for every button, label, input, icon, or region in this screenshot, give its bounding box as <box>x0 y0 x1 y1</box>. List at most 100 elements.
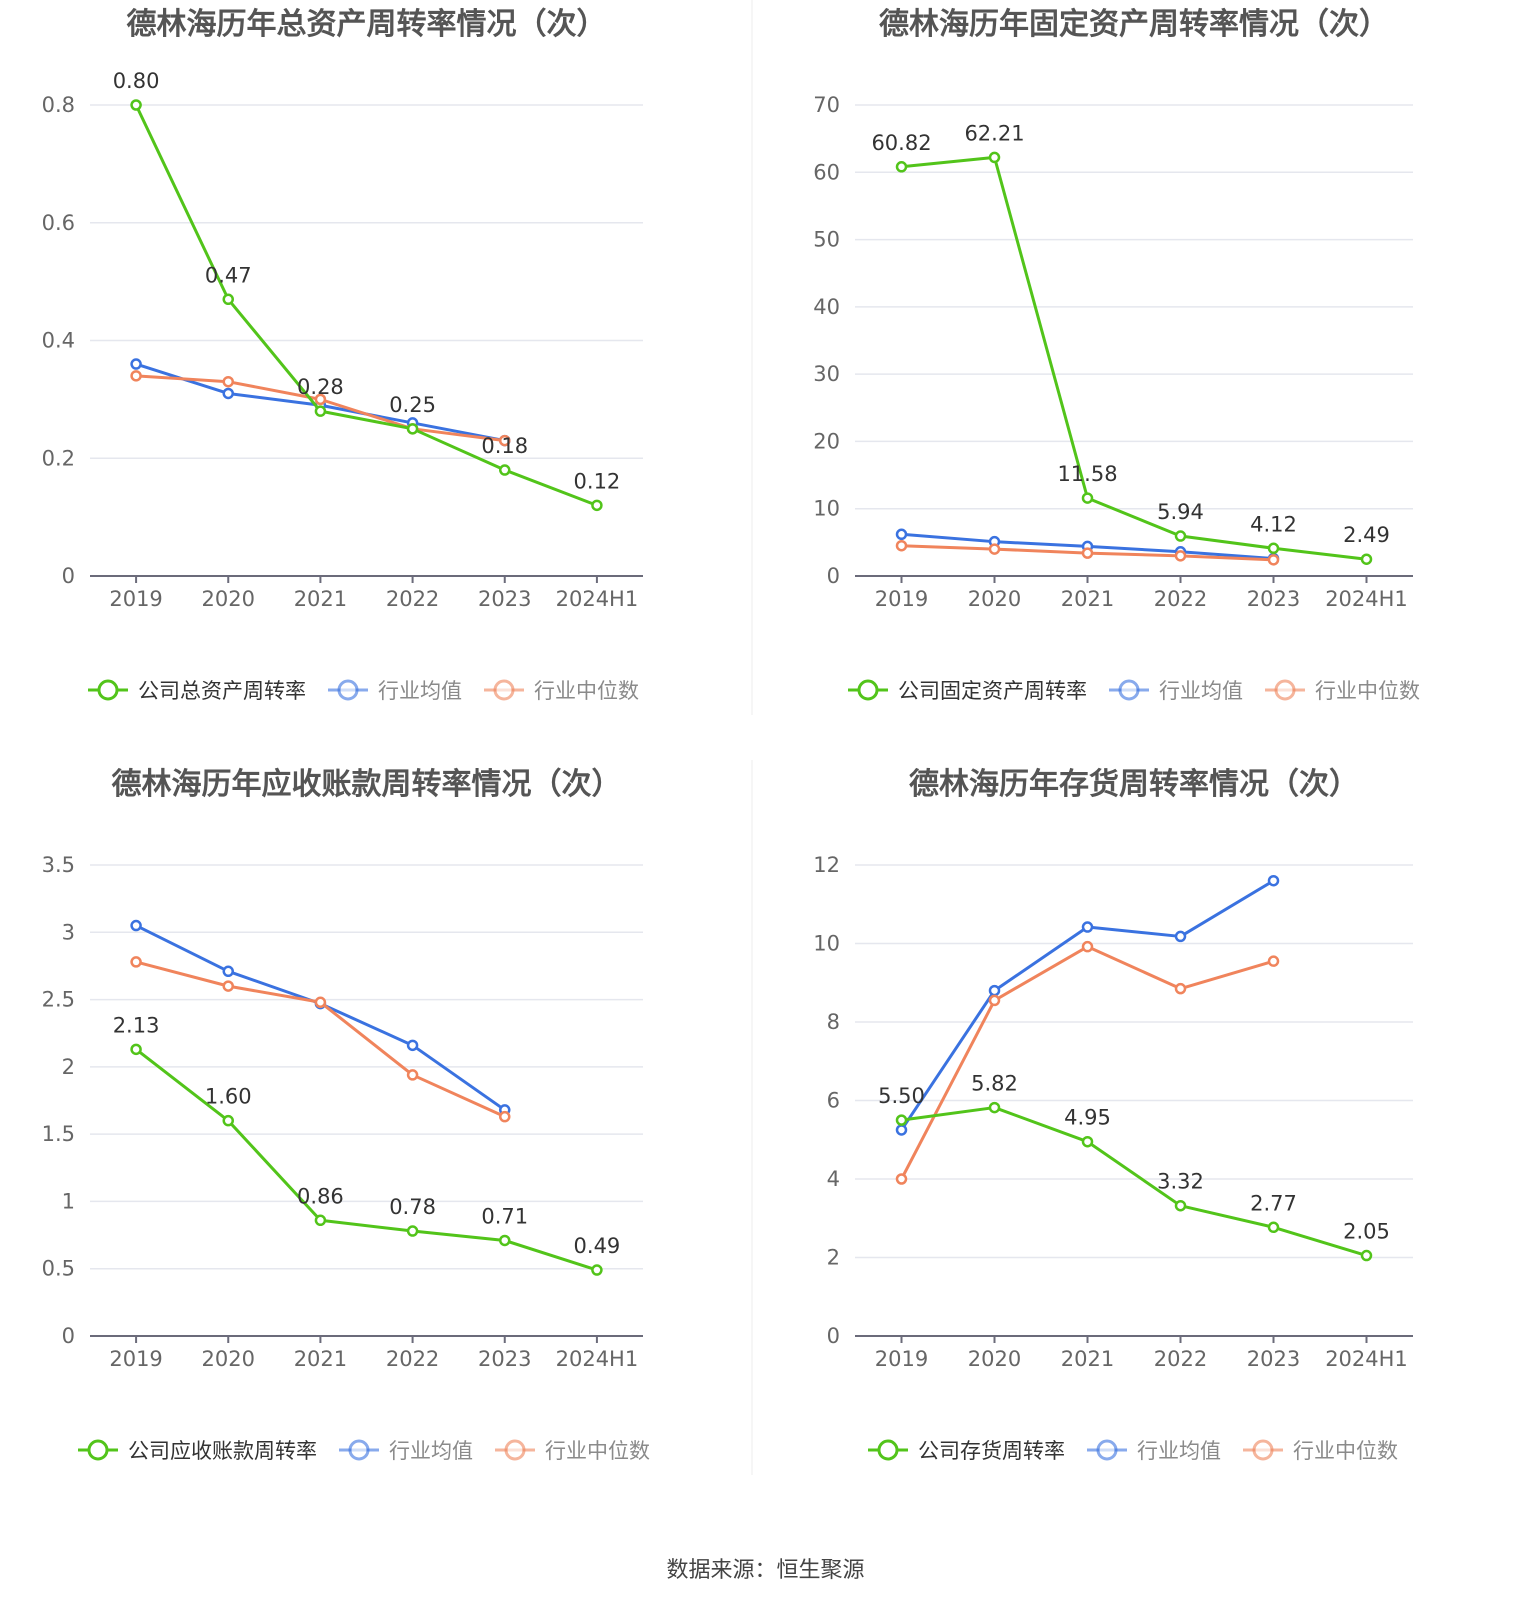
data-point-median[interactable] <box>1174 982 1187 995</box>
y-tick-label: 20 <box>813 429 840 453</box>
data-point-median[interactable] <box>406 1069 419 1081</box>
data-point-company[interactable] <box>130 99 142 111</box>
data-point-mean[interactable] <box>222 965 234 978</box>
data-point-company[interactable] <box>1360 553 1373 565</box>
chart-title: 德林海历年总资产周转率情况（次） <box>127 7 607 42</box>
chart-title: 德林海历年固定资产周转率情况（次） <box>879 7 1389 42</box>
data-point-company[interactable] <box>1267 1221 1280 1234</box>
data-point-median[interactable] <box>314 393 327 406</box>
data-label: 2.77 <box>1250 1191 1297 1215</box>
legend-item-company[interactable]: 公司固定资产周转率 <box>848 679 1087 703</box>
data-point-median[interactable] <box>499 434 511 447</box>
data-point-company[interactable] <box>988 151 1001 164</box>
legend-item-company[interactable]: 公司应收账款周转率 <box>78 1439 317 1463</box>
legend-label: 行业中位数 <box>1293 1439 1398 1463</box>
y-tick-label: 0 <box>827 1324 840 1348</box>
data-point-mean[interactable] <box>1081 921 1094 933</box>
legend-marker <box>1096 1439 1118 1461</box>
x-tick-label: 2020 <box>202 587 255 611</box>
data-point-company[interactable] <box>895 1114 908 1126</box>
data-point-median[interactable] <box>1267 955 1280 967</box>
data-label: 0.49 <box>574 1234 621 1258</box>
data-point-median[interactable] <box>895 539 908 552</box>
data-point-company[interactable] <box>130 1043 142 1056</box>
x-tick-label: 2024H1 <box>1325 587 1408 611</box>
data-point-mean[interactable] <box>130 919 142 932</box>
data-point-mean[interactable] <box>1267 874 1280 887</box>
data-point-median[interactable] <box>222 980 234 992</box>
data-point-company[interactable] <box>1360 1249 1373 1262</box>
chart-panel-4: 德林海历年存货周转率情况（次） 0 2 4 6 8 10 12 2019 2020 2021 2022… <box>813 767 1413 1463</box>
legend-label: 行业均值 <box>1137 1439 1221 1463</box>
data-point-mean[interactable] <box>130 358 142 370</box>
data-point-median[interactable] <box>222 375 234 388</box>
x-tick-label: 2020 <box>202 1347 255 1371</box>
data-point-median[interactable] <box>1081 940 1094 953</box>
data-point-company[interactable] <box>1267 542 1280 555</box>
data-point-company[interactable] <box>591 1264 603 1276</box>
legend-item-mean[interactable]: 行业均值 <box>339 1439 473 1463</box>
data-label: 60.82 <box>871 131 931 155</box>
data-label: 0.47 <box>205 263 252 287</box>
data-point-mean[interactable] <box>895 1124 908 1136</box>
data-label: 3.32 <box>1157 1170 1204 1194</box>
data-point-median[interactable] <box>314 996 327 1009</box>
chart-title: 德林海历年存货周转率情况（次） <box>909 767 1359 802</box>
data-point-median[interactable] <box>130 370 142 382</box>
data-point-company[interactable] <box>1081 492 1094 504</box>
data-label: 0.80 <box>113 69 160 93</box>
data-point-company[interactable] <box>1174 1199 1187 1212</box>
data-point-median[interactable] <box>1081 547 1094 559</box>
data-point-median[interactable] <box>130 956 142 968</box>
data-point-company[interactable] <box>314 1214 327 1227</box>
data-point-median[interactable] <box>988 543 1001 555</box>
legend-marker <box>337 679 359 701</box>
series-line-company <box>135 1048 598 1272</box>
legend-item-median[interactable]: 行业中位数 <box>484 679 639 703</box>
data-point-company[interactable] <box>314 405 327 417</box>
data-point-company[interactable] <box>499 1234 511 1247</box>
data-point-mean[interactable] <box>406 1039 419 1052</box>
legend-item-median[interactable]: 行业中位数 <box>1265 679 1420 703</box>
data-source-note: 数据来源：恒生聚源 <box>666 1558 865 1583</box>
y-tick-label: 30 <box>813 362 840 386</box>
data-point-company[interactable] <box>988 1101 1001 1114</box>
y-tick-label: 3.5 <box>42 853 75 877</box>
legend-item-median[interactable]: 行业中位数 <box>495 1439 650 1463</box>
data-point-median[interactable] <box>1174 550 1187 562</box>
legend-label: 行业均值 <box>378 679 462 703</box>
data-point-mean[interactable] <box>1174 930 1187 943</box>
data-point-company[interactable] <box>406 423 419 435</box>
y-tick-label: 0 <box>62 1324 75 1348</box>
data-point-median[interactable] <box>499 1110 511 1123</box>
data-point-company[interactable] <box>222 1114 234 1127</box>
y-tick-label: 12 <box>813 853 840 877</box>
legend-item-mean[interactable]: 行业均值 <box>1087 1439 1221 1463</box>
data-point-company[interactable] <box>1174 530 1187 542</box>
data-point-mean[interactable] <box>222 387 234 400</box>
data-label: 2.05 <box>1343 1220 1390 1244</box>
y-tick-label: 50 <box>813 228 840 252</box>
data-point-company[interactable] <box>406 1225 419 1237</box>
data-point-median[interactable] <box>988 994 1001 1007</box>
data-point-company[interactable] <box>499 464 511 476</box>
legend-item-median[interactable]: 行业中位数 <box>1243 1439 1398 1463</box>
x-tick-label: 2024H1 <box>556 1347 639 1371</box>
data-point-company[interactable] <box>222 293 234 306</box>
legend-item-mean[interactable]: 行业均值 <box>1109 679 1243 703</box>
data-point-company[interactable] <box>895 161 908 173</box>
legend-item-company[interactable]: 公司总资产周转率 <box>88 679 306 703</box>
x-tick-label: 2021 <box>1061 1347 1114 1371</box>
legend-item-company[interactable]: 公司存货周转率 <box>868 1439 1065 1463</box>
data-point-company[interactable] <box>1081 1135 1094 1148</box>
data-point-median[interactable] <box>1267 554 1280 566</box>
data-point-company[interactable] <box>591 499 603 512</box>
y-tick-label: 0.6 <box>42 211 75 235</box>
data-point-mean[interactable] <box>988 984 1001 997</box>
series-line-company <box>134 104 598 507</box>
data-point-mean[interactable] <box>895 528 908 541</box>
legend-item-mean[interactable]: 行业均值 <box>328 679 462 703</box>
data-label: 11.58 <box>1057 462 1117 486</box>
data-point-median[interactable] <box>895 1173 908 1185</box>
